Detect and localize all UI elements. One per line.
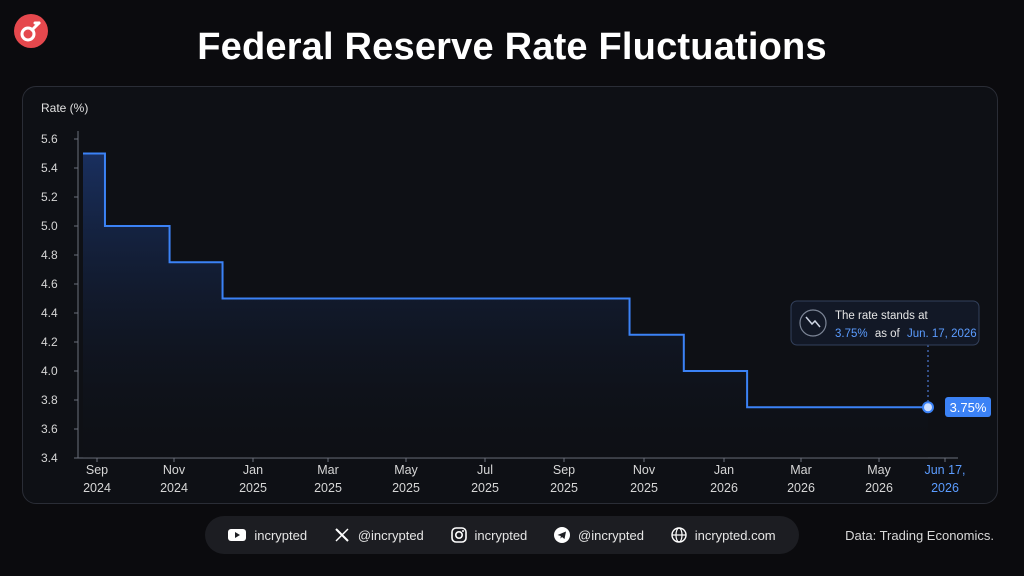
chart-panel: Rate (%) 5.6 5.4 5.2 5.0 4.8 4.6 4.4 4.2 4.0 3.8 3… [22,86,998,504]
instagram-icon [450,527,467,543]
globe-icon [671,527,687,543]
y-tick-label: 5.2 [41,190,58,204]
rate-area-fill [83,153,928,458]
x-icon [335,528,349,542]
x-tick-label: 2025 [550,481,578,495]
end-value-label: 3.75% [950,400,987,415]
callout-date: Jun. 17, 2026 [907,328,977,340]
x-tick-label: May [867,463,891,477]
social-telegram[interactable]: @incrypted [554,527,644,543]
x-tick-label: Jul [477,463,493,477]
callout-mid: as of [875,328,901,340]
x-tick-label: Mar [317,463,339,477]
callout-value: 3.75% [835,328,868,340]
trend-down-arrow [805,316,821,328]
end-value-badge: 3.75% [945,397,991,417]
y-tick-label: 4.2 [41,335,58,349]
x-tick-label: 2024 [83,481,111,495]
x-tick-label: 2026 [710,481,738,495]
x-tick-label: 2025 [239,481,267,495]
x-tick-label: Nov [633,463,656,477]
telegram-icon [554,527,571,543]
brand-logo-icon [20,21,41,42]
x-tick-label: Jun 17, [924,463,965,477]
y-tick-label: 3.6 [41,422,58,436]
y-tick-label: 5.0 [41,219,58,233]
y-tick-label: 3.8 [41,393,58,407]
y-tick-label: 5.4 [41,161,58,175]
y-axis-label: Rate (%) [41,101,88,115]
telegram-handle: @incrypted [578,527,644,543]
x-tick-label: Jan [243,463,263,477]
website-url: incrypted.com [694,527,776,543]
x-tick-label: 2026 [865,481,893,495]
y-tick-label: 4.6 [41,277,58,291]
y-tick-label: 3.4 [41,451,58,465]
x-tick-label: 2026 [787,481,815,495]
end-point-marker [922,401,934,414]
x-tick-label: 2025 [314,481,342,495]
callout-box: The rate stands at 3.75% as of Jun. 17, … [790,300,980,346]
x-tick-label: Jan [714,463,734,477]
rate-chart: Rate (%) 5.6 5.4 5.2 5.0 4.8 4.6 4.4 4.2 4.0 3.8 3… [41,101,991,495]
x-handle: @incrypted [357,527,424,543]
x-tick-label: 2025 [471,481,499,495]
social-x[interactable]: @incrypted [334,527,424,543]
y-tick-label: 4.0 [41,364,58,378]
x-tick-label: Mar [790,463,812,477]
youtube-handle: incrypted [254,527,308,543]
social-youtube[interactable]: incrypted [228,528,307,543]
x-tick-label: 2025 [392,481,420,495]
x-tick-label: Nov [163,463,186,477]
y-tick-label: 4.4 [41,306,58,320]
x-tick-label: May [394,463,418,477]
social-bar: incrypted @incrypted incrypted @incrypte… [205,516,799,554]
trend-down-icon [799,309,827,337]
x-tick-label: Sep [553,463,575,477]
x-tick-label: 2024 [160,481,188,495]
instagram-handle: incrypted [474,527,528,543]
x-tick-label: 2025 [630,481,658,495]
y-tick-label: 5.6 [41,132,58,146]
x-tick-label: Sep [86,463,108,477]
youtube-icon [228,529,247,541]
social-instagram[interactable]: incrypted [450,527,528,543]
brand-logo [14,14,48,48]
page-title: Federal Reserve Rate Fluctuations [197,26,827,68]
data-source: Data: Trading Economics. [845,528,994,543]
y-tick-label: 4.8 [41,248,58,262]
callout-line2: 3.75% as of Jun. 17, 2026 [835,328,977,340]
social-website[interactable]: incrypted.com [671,527,776,543]
callout-line1: The rate stands at [835,310,928,322]
x-tick-label: 2026 [931,481,959,495]
rate-step-line [83,152,928,409]
